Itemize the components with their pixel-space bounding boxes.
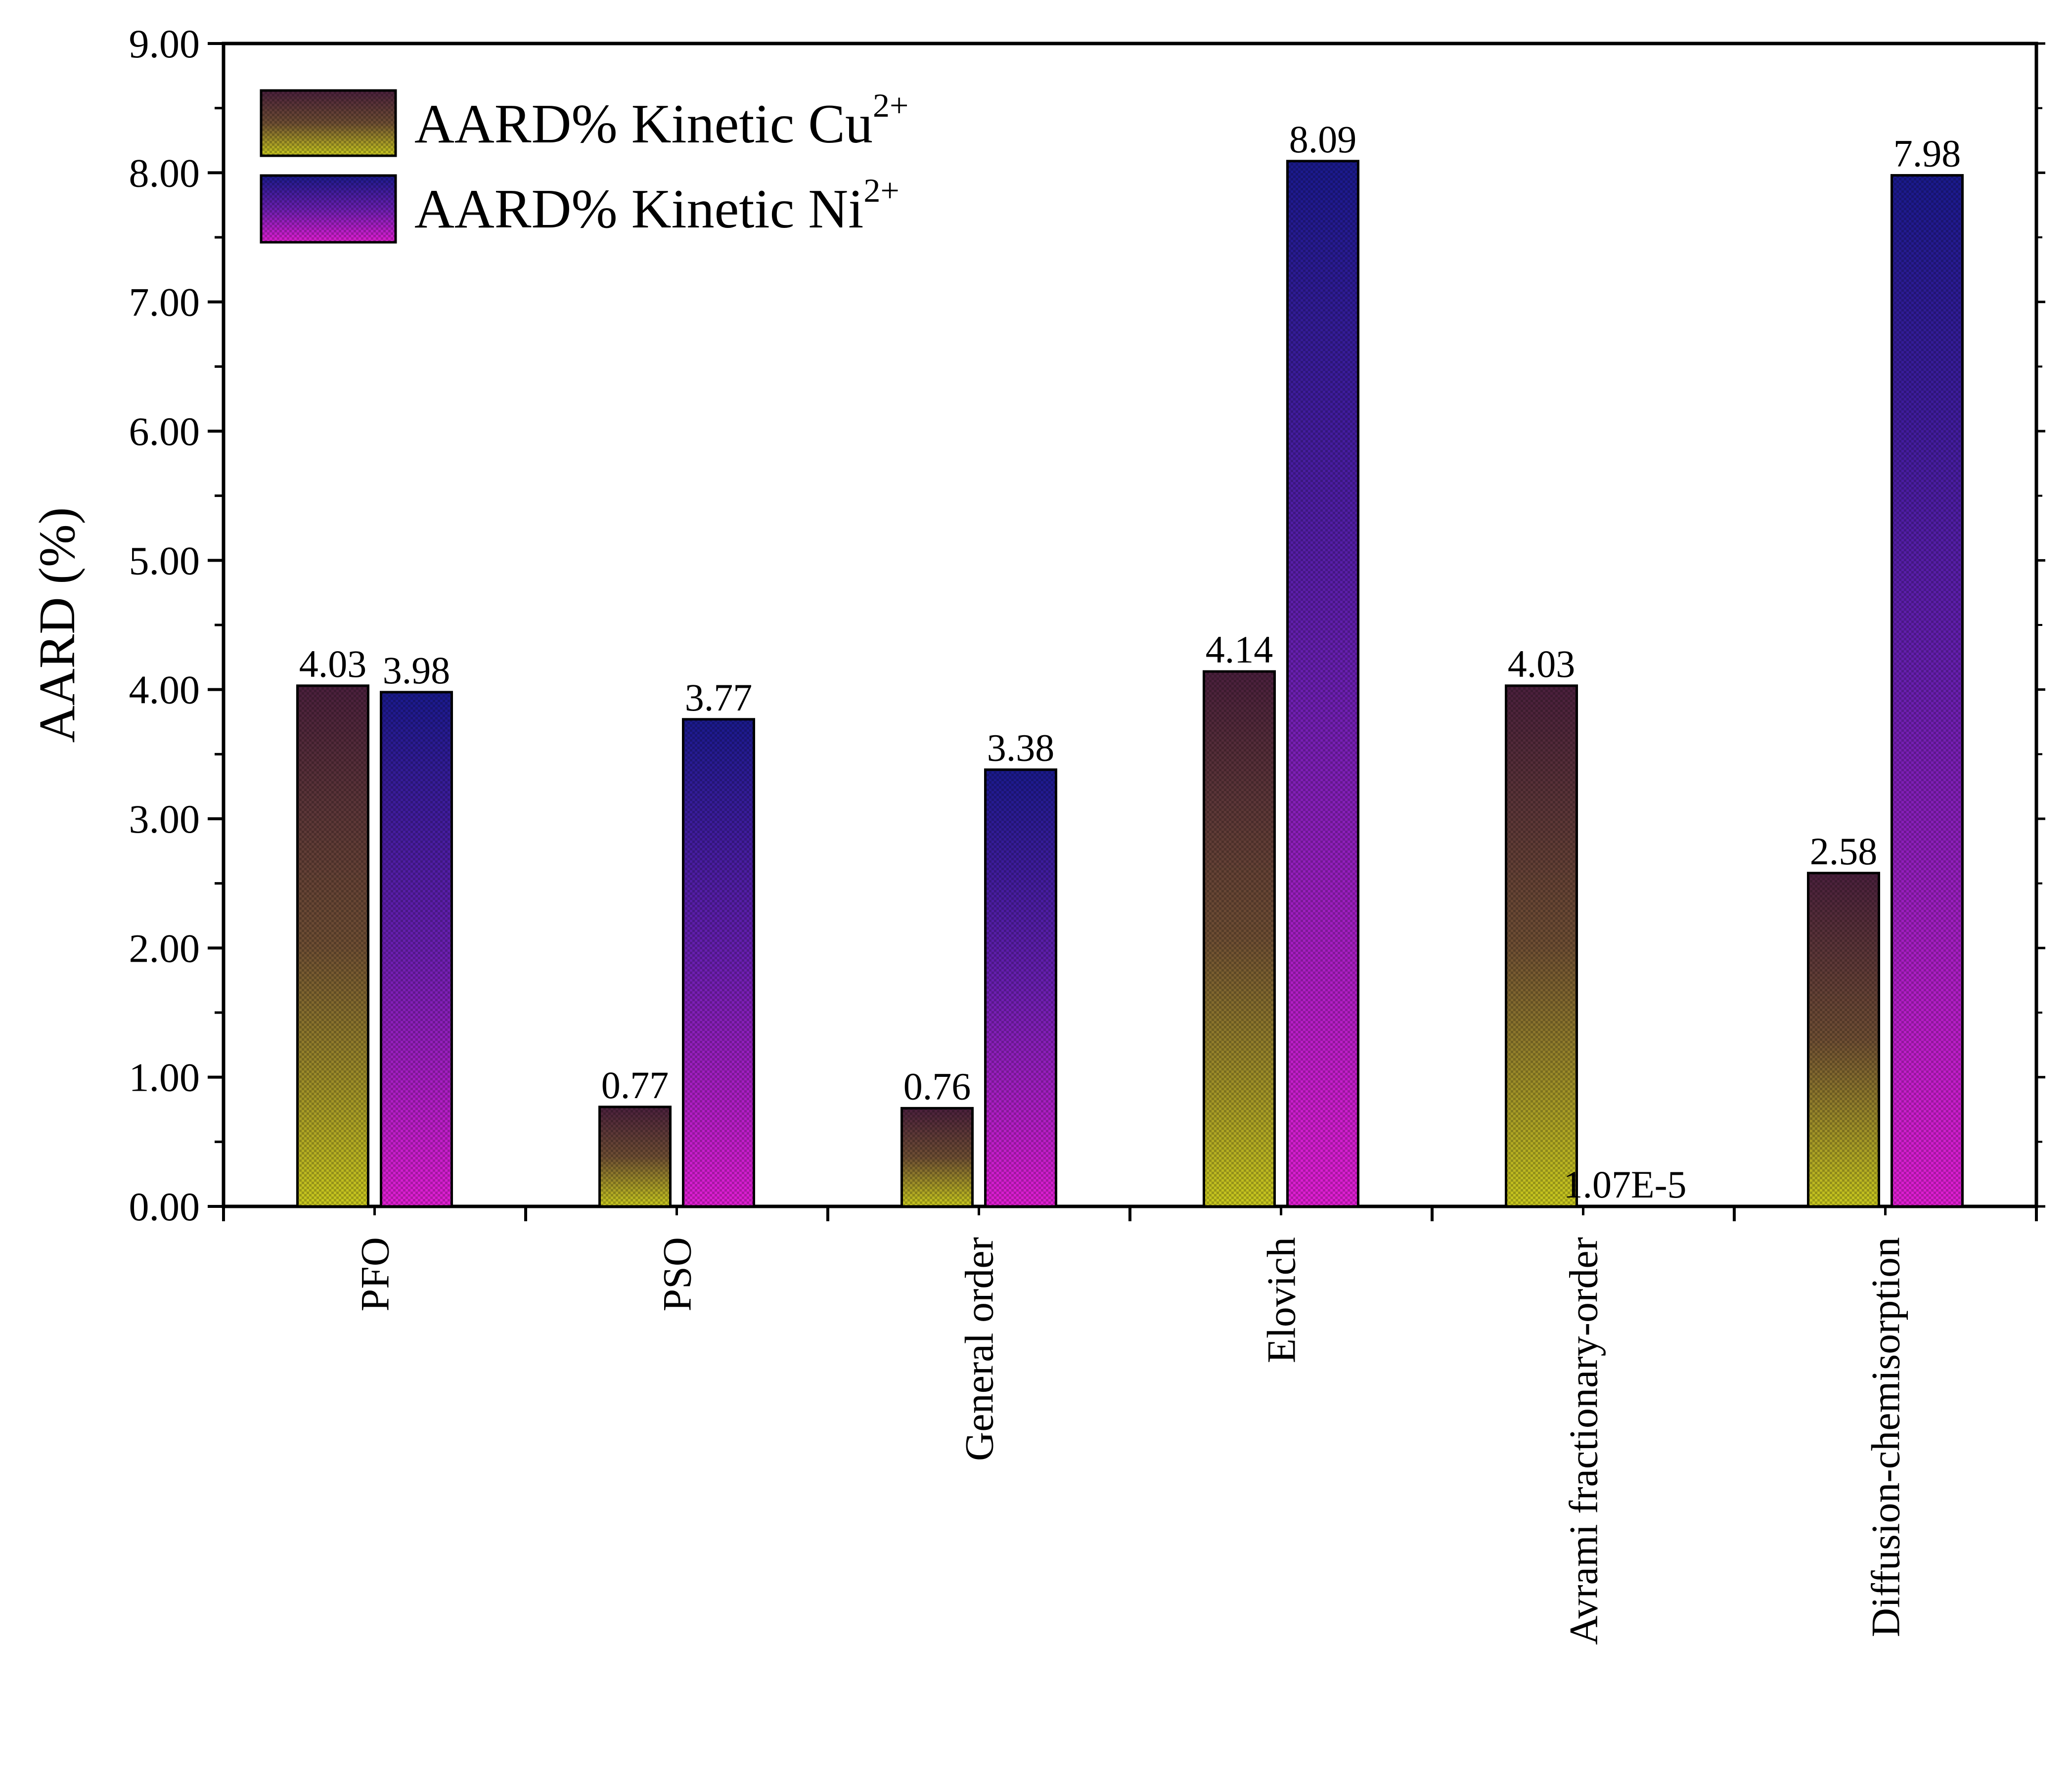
legend-label-ni-sup: 2+ [863, 172, 899, 209]
bar-ni-texture [381, 692, 452, 1206]
y-tick-label: 1.00 [129, 1055, 200, 1100]
y-tick-label: 2.00 [129, 926, 200, 971]
bar-cu-texture [1808, 873, 1879, 1206]
legend-label-cu-base: AARD% Kinetic Cu [414, 93, 873, 155]
data-label: 4.03 [299, 642, 367, 685]
legend-item-ni: AARD% Kinetic Ni2+ [260, 172, 900, 244]
data-label: 3.38 [987, 726, 1055, 769]
bar-cu-texture [599, 1107, 671, 1206]
y-tick-label: 5.00 [129, 538, 200, 583]
y-tick-label: 0.00 [129, 1184, 200, 1229]
x-axis: PFO PSO General order Elovich Avrami fractio… [222, 1206, 2038, 1645]
data-label: 0.76 [903, 1065, 971, 1108]
bar-cu-texture [901, 1108, 973, 1206]
y-tick-label: 4.00 [129, 667, 200, 712]
bar-ni-texture [985, 769, 1056, 1206]
data-labels: 4.03 3.98 0.77 3.77 0.76 3.38 4.14 8.09 4.03 1.07… [299, 118, 1961, 1206]
legend-item-cu: AARD% Kinetic Cu2+ [260, 87, 908, 157]
y-axis-title: AARD (%) [29, 507, 86, 743]
data-label: 1.07E-5 [1563, 1163, 1686, 1206]
bar-cu-texture [297, 685, 368, 1206]
bar-cu-texture [1204, 671, 1275, 1206]
legend-label-ni: AARD% Kinetic Ni2+ [414, 172, 900, 240]
bar-series [296, 160, 1964, 1208]
y-tick-label: 7.00 [129, 280, 200, 325]
data-label: 3.77 [685, 676, 753, 719]
x-category-label: PFO [353, 1237, 398, 1311]
y-axis: 0.00 1.00 2.00 3.00 4.00 5.00 6.00 7.00 8.00 9.00 [129, 21, 2045, 1229]
data-label: 0.77 [601, 1064, 669, 1107]
data-label: 8.09 [1289, 118, 1357, 161]
data-label: 4.14 [1206, 628, 1273, 671]
x-category-label: Diffusion-chemisorption [1863, 1237, 1908, 1637]
bar-cu-texture [1506, 685, 1577, 1206]
y-tick-label: 9.00 [129, 21, 200, 66]
x-category-label: PSO [655, 1237, 700, 1311]
data-label: 2.58 [1810, 830, 1878, 873]
legend-label-ni-base: AARD% Kinetic Ni [414, 178, 863, 240]
x-category-label: General order [957, 1237, 1002, 1461]
x-category-label: Elovich [1259, 1237, 1304, 1363]
y-tick-label: 6.00 [129, 409, 200, 454]
legend-label-cu-sup: 2+ [873, 87, 908, 124]
bar-ni-texture [683, 719, 754, 1206]
y-tick-label: 3.00 [129, 797, 200, 842]
legend: AARD% Kinetic Cu2+ AARD% Kinetic Ni2+ [260, 87, 908, 244]
data-label: 7.98 [1893, 132, 1961, 175]
x-category-label: Avrami fractionary-order [1561, 1237, 1606, 1645]
bar-ni-texture [1892, 175, 1963, 1206]
legend-label-cu: AARD% Kinetic Cu2+ [414, 87, 908, 155]
legend-swatch-cu-texture [261, 90, 396, 156]
data-label: 3.98 [383, 649, 450, 692]
legend-swatch-ni-texture [261, 176, 396, 242]
data-label: 4.03 [1508, 642, 1576, 685]
bar-ni-texture [1287, 161, 1358, 1207]
y-tick-label: 8.00 [129, 150, 200, 195]
